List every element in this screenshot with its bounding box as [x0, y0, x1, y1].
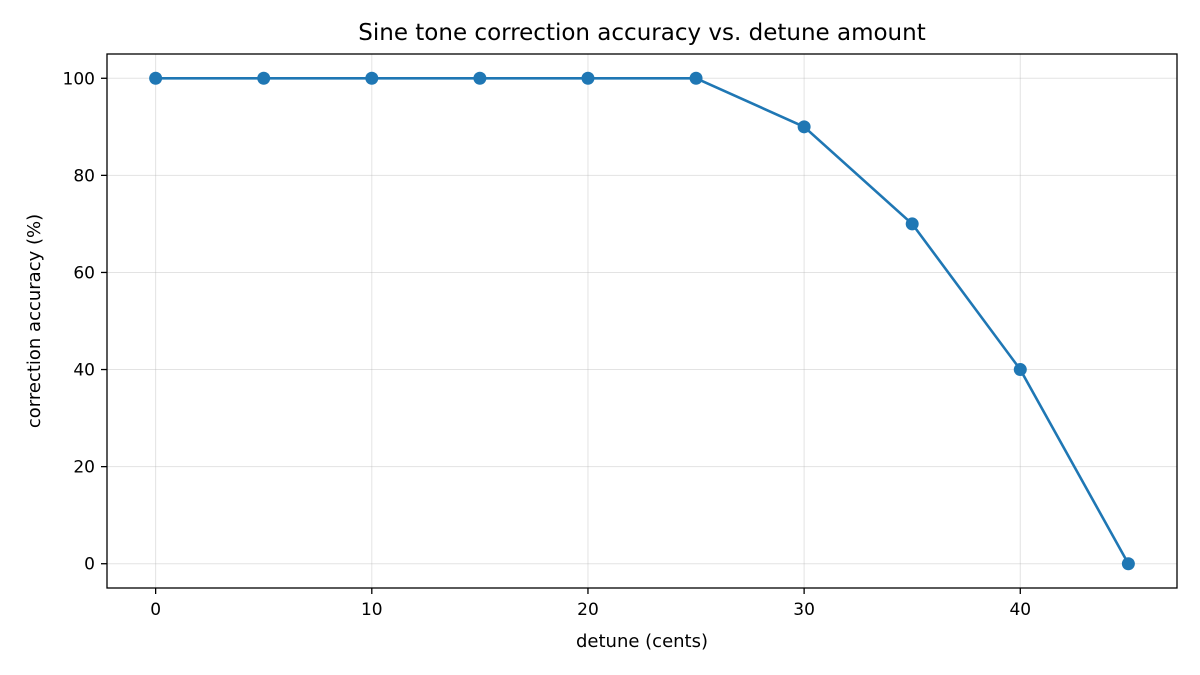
x-axis-label: detune (cents) — [576, 631, 708, 652]
y-tick-label: 100 — [63, 69, 95, 89]
data-point — [149, 71, 163, 85]
chart-title: Sine tone correction accuracy vs. detune… — [358, 20, 925, 46]
data-point — [797, 120, 811, 134]
x-tick-label: 10 — [361, 600, 383, 620]
x-tick-label: 0 — [150, 600, 161, 620]
data-point — [689, 71, 703, 85]
series-line — [154, 76, 1130, 566]
data-point — [257, 71, 271, 85]
y-tick-label: 40 — [73, 361, 95, 381]
data-point — [365, 71, 379, 85]
y-tick-label: 60 — [73, 263, 95, 283]
data-point — [581, 71, 595, 85]
data-point — [905, 217, 919, 231]
axis-ticks: 0 10 20 30 40 0 20 40 60 80 100 — [63, 69, 1032, 620]
data-point — [1013, 363, 1027, 377]
y-tick-label: 80 — [73, 166, 95, 186]
data-point — [473, 71, 487, 85]
x-tick-label: 20 — [577, 600, 599, 620]
plot-area-frame — [106, 53, 1178, 589]
data-point — [1121, 557, 1135, 571]
y-tick-label: 20 — [73, 458, 95, 478]
series-layer — [149, 71, 1135, 571]
x-tick-label: 30 — [793, 600, 815, 620]
grid — [107, 54, 1177, 588]
x-tick-label: 40 — [1009, 600, 1031, 620]
y-tick-label: 0 — [84, 555, 95, 575]
y-axis-label: correction accuracy (%) — [24, 214, 45, 428]
